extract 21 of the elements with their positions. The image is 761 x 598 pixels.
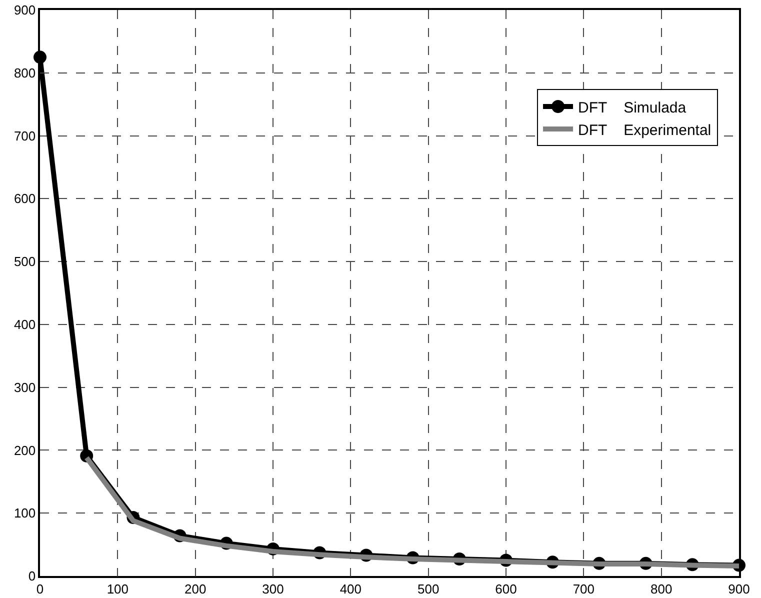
x-tick-label: 300 — [262, 581, 284, 596]
legend-label: DFT Experimental — [578, 122, 712, 139]
x-tick-label: 700 — [572, 581, 595, 596]
x-tick-label: 100 — [106, 581, 129, 596]
x-tick-label: 800 — [650, 581, 672, 596]
x-tick-label: 900 — [728, 581, 750, 596]
x-tick-label: 600 — [495, 581, 517, 596]
y-tick-label: 300 — [14, 380, 36, 395]
y-tick-label: 500 — [14, 254, 36, 270]
y-tick-label: 100 — [14, 506, 36, 521]
x-tick-label: 400 — [340, 581, 362, 596]
x-tick-label: 200 — [184, 581, 206, 596]
x-tick-label: 500 — [417, 581, 440, 596]
y-tick-label: 200 — [14, 442, 36, 458]
y-tick-label: 0 — [28, 568, 36, 584]
y-tick-label: 800 — [14, 65, 36, 80]
legend-label: DFT Simulada — [578, 99, 687, 116]
y-tick-label: 700 — [14, 128, 36, 144]
y-tick-label: 900 — [14, 2, 36, 18]
y-tick-label: 600 — [14, 191, 36, 206]
y-tick-label: 400 — [14, 316, 36, 332]
